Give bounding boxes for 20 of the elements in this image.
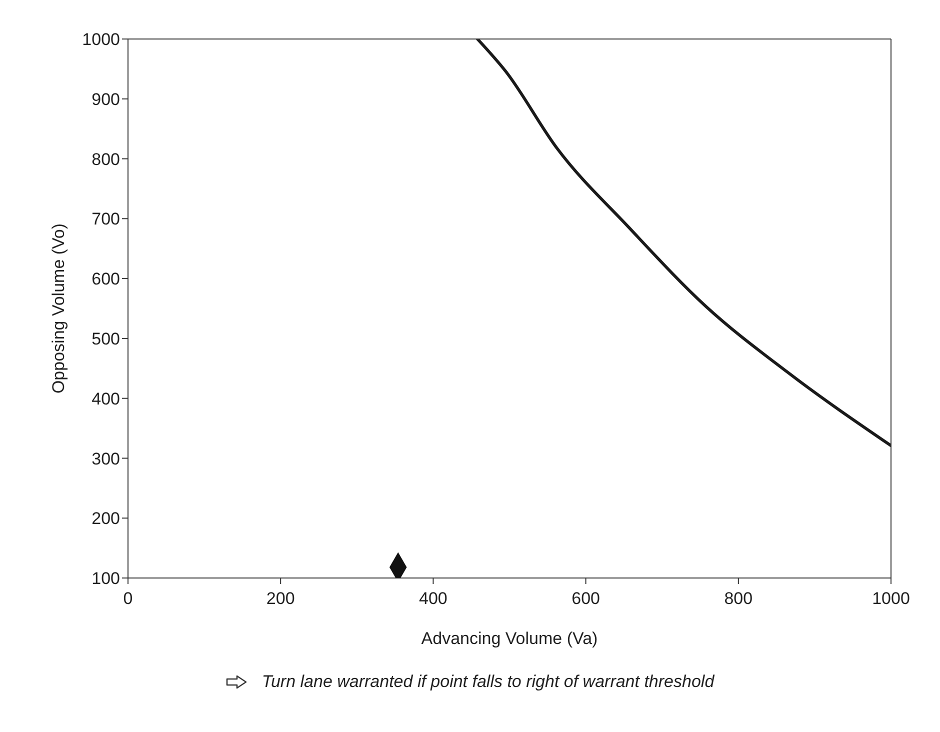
x-tick-label: 200 xyxy=(266,589,295,608)
y-tick-label: 400 xyxy=(92,389,120,408)
x-tick-label: 1000 xyxy=(872,589,910,608)
x-tick-label: 400 xyxy=(419,589,448,608)
line-series xyxy=(476,39,891,448)
y-tick-label: 1000 xyxy=(82,30,120,50)
x-tick-label: 600 xyxy=(572,589,600,608)
y-tick-label: 500 xyxy=(92,329,120,348)
text: Turn lane warranted if point falls to right of warrant threshold xyxy=(262,672,714,692)
x-tick-label: 0 xyxy=(123,589,133,608)
y-axis-title: Opposing Volume (Vo) xyxy=(49,223,68,394)
y-tick-label: 700 xyxy=(92,210,120,229)
y-tick-label: 300 xyxy=(92,449,120,468)
x-tick-label: 800 xyxy=(724,589,753,608)
x-axis-title: Advancing Volume (Va) xyxy=(421,629,598,648)
y-tick-label: 200 xyxy=(92,509,120,528)
y-tick-label: 800 xyxy=(92,150,120,169)
y-tick-label: 100 xyxy=(92,569,120,588)
y-tick-label: 600 xyxy=(92,270,120,289)
y-tick-label: 900 xyxy=(92,90,120,109)
